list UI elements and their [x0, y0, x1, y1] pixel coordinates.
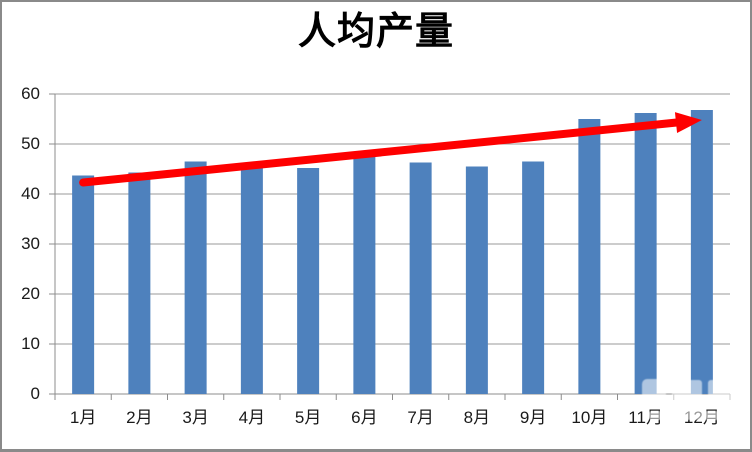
bar — [522, 161, 545, 394]
y-tick-label: 60 — [21, 84, 40, 103]
x-tick-label: 6月 — [351, 408, 378, 427]
bar — [409, 162, 432, 394]
plot-area — [49, 93, 731, 400]
y-tick-label: 30 — [21, 234, 40, 253]
y-tick-label: 40 — [21, 184, 40, 203]
bar — [184, 161, 207, 394]
y-tick-label: 0 — [30, 384, 40, 403]
bar — [465, 166, 488, 394]
trend-arrow-line — [79, 118, 682, 187]
bar — [690, 110, 713, 394]
x-tick-label: 5月 — [294, 408, 322, 427]
bar — [128, 172, 151, 394]
y-tick-label: 10 — [21, 334, 40, 353]
x-tick-label: 3月 — [182, 408, 209, 427]
bar — [353, 157, 376, 394]
y-tick-label: 20 — [21, 284, 40, 303]
x-tick-label: 4月 — [238, 408, 266, 427]
bar — [634, 113, 657, 394]
bar — [578, 119, 601, 394]
bar — [240, 164, 263, 394]
trend-arrow-head — [674, 112, 702, 134]
bar — [72, 175, 95, 394]
chart-title: 人均产量 — [297, 11, 454, 53]
x-tick-label: 8月 — [463, 408, 491, 427]
x-tick-label: 12月 — [683, 408, 720, 427]
x-tick-label: 2月 — [126, 408, 153, 427]
x-tick-label: 9月 — [519, 408, 547, 427]
x-tick-label: 11月 — [628, 408, 663, 427]
x-tick-label: 7月 — [407, 408, 434, 427]
x-tick-label: 10月 — [571, 408, 608, 427]
y-tick-label: 50 — [21, 134, 40, 153]
bar — [297, 168, 320, 394]
x-tick-label: 1月 — [69, 408, 97, 427]
